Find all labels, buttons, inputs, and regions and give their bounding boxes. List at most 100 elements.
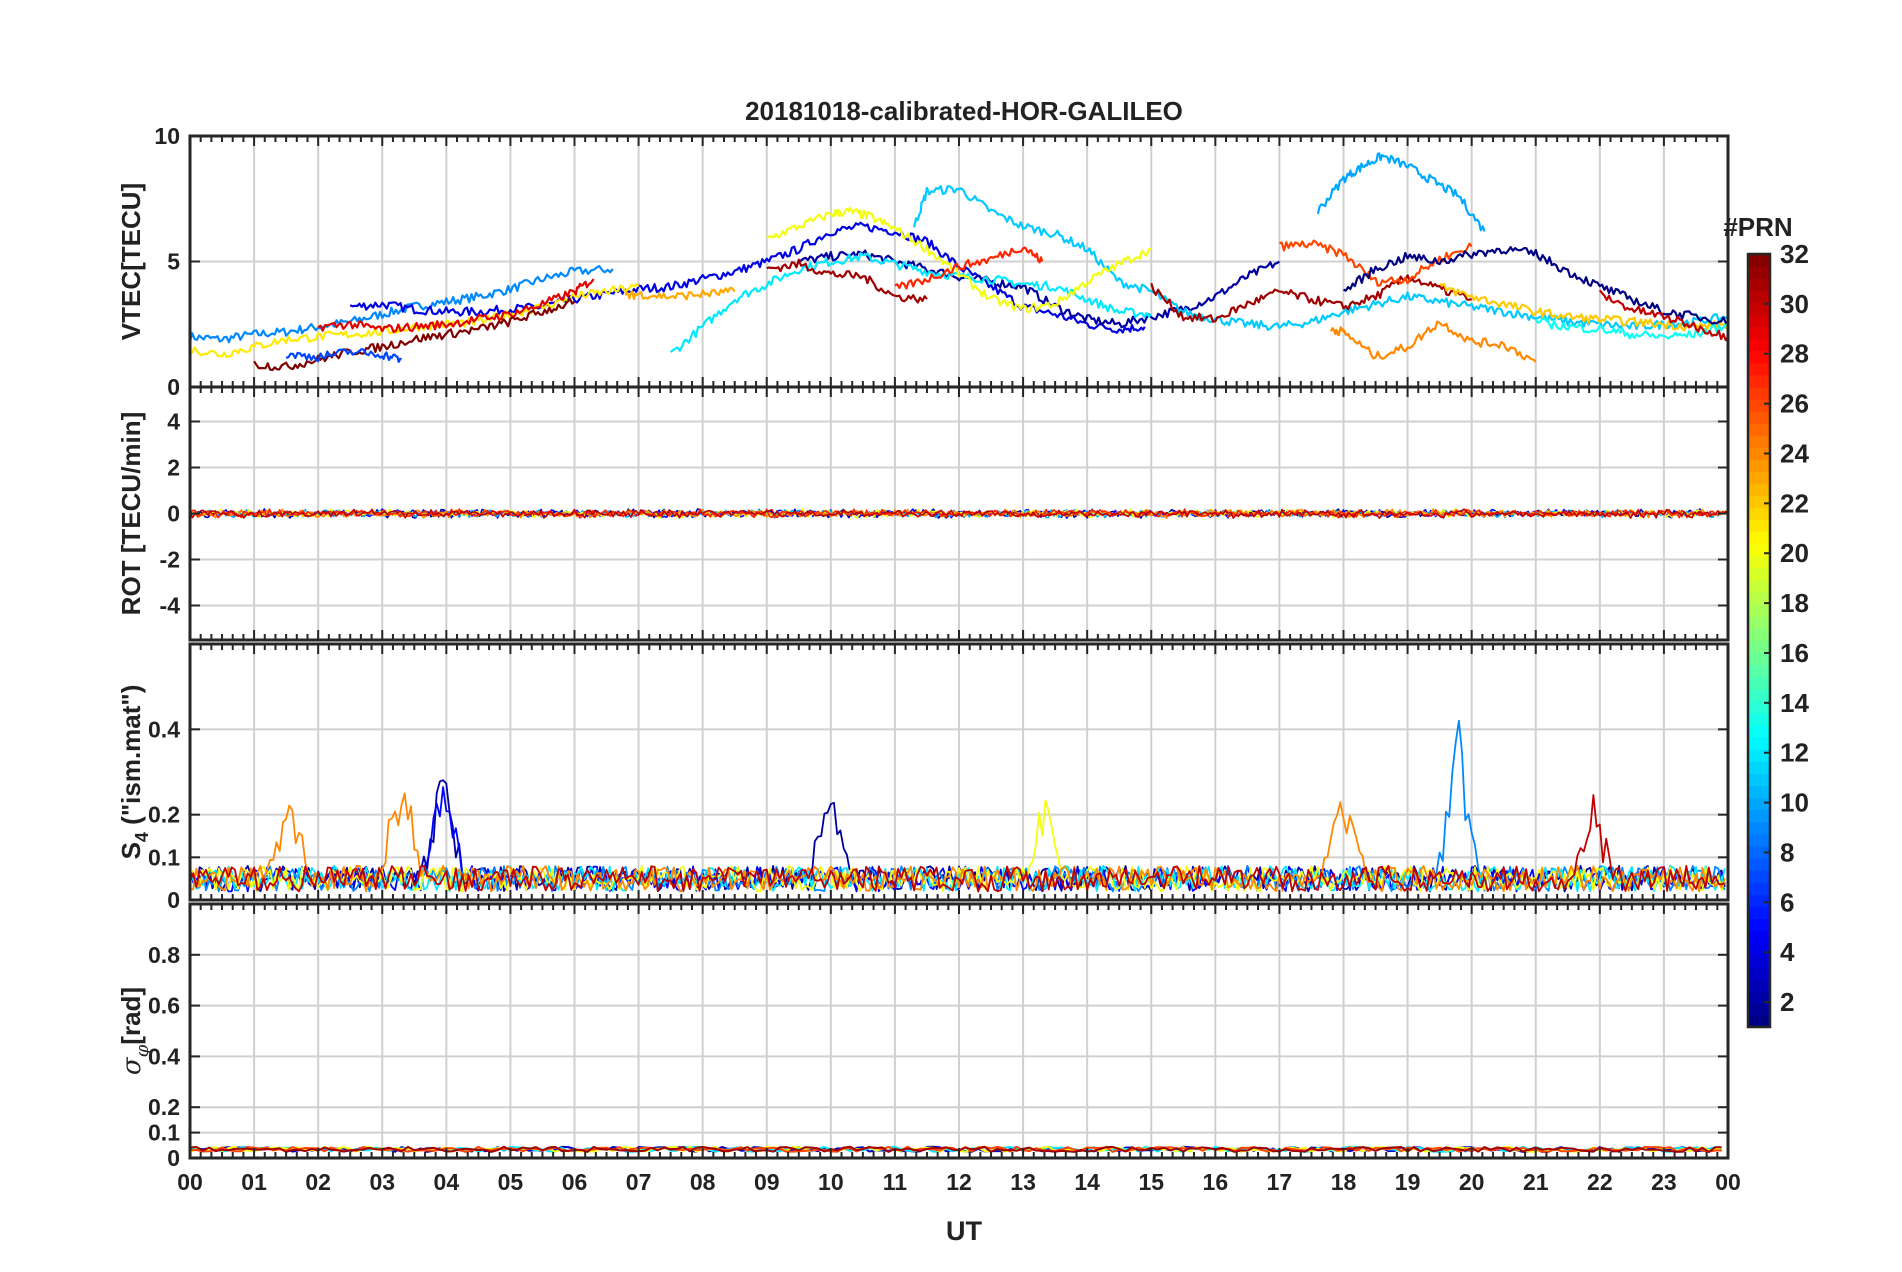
grid-vtec: [190, 136, 1728, 387]
colorbar-swatch: [1748, 809, 1770, 823]
series-prn-21: [190, 282, 640, 358]
colorbar-swatch: [1748, 749, 1770, 762]
colorbar-swatch: [1748, 254, 1770, 267]
ytick-label-vtec: 0: [167, 374, 180, 400]
ytick-label-s4: 0.2: [148, 802, 180, 828]
figure-title: 20181018-calibrated-HOR-GALILEO: [745, 96, 1183, 126]
colorbar-swatch: [1748, 423, 1770, 436]
colorbar-swatch: [1748, 688, 1770, 702]
colorbar-swatch: [1748, 833, 1770, 847]
y-axis-label-sigma: σφ[rad]: [116, 987, 153, 1075]
colorbar-swatch: [1748, 652, 1770, 666]
ylabel-part: S: [116, 842, 146, 859]
series-prn-20: [766, 206, 1152, 314]
colorbar-tick-label: 18: [1780, 588, 1809, 618]
xtick-label: 09: [754, 1169, 780, 1195]
xtick-label: 01: [241, 1169, 267, 1195]
colorbar-swatch: [1748, 459, 1770, 473]
xtick-label: 11: [883, 1169, 908, 1195]
xtick-label: 12: [946, 1169, 972, 1195]
colorbar-frame: [1746, 252, 1772, 1029]
ytick-label-rot: -2: [160, 547, 180, 573]
series-prn-30: [1598, 289, 1728, 342]
colorbar-swatch: [1748, 435, 1770, 448]
ytick-label-sigma: 0.1: [148, 1120, 180, 1146]
colorbar-swatch: [1748, 978, 1770, 992]
xtick-label: 02: [305, 1169, 331, 1195]
colorbar-tick-label: 32: [1780, 239, 1809, 269]
series-prn-30: [190, 508, 1728, 519]
colorbar-swatch: [1748, 568, 1770, 581]
xtick-label: 10: [818, 1169, 844, 1195]
panel-rot: -4 -2 0 2 4 ROT [TECU/min]: [116, 385, 1730, 642]
series-prn-9: [190, 264, 614, 344]
series-prn-24: [1329, 320, 1537, 363]
colorbar-tick-label: 24: [1780, 438, 1809, 468]
ytick-label-sigma: 0: [167, 1145, 180, 1171]
colorbar-swatch: [1748, 483, 1770, 497]
colorbar-swatch: [1748, 882, 1770, 895]
series-prn-1: [1343, 246, 1728, 325]
ytick-label-s4: 0.1: [148, 844, 180, 870]
colorbar-swatch: [1748, 471, 1770, 485]
xtick-label: 06: [562, 1169, 588, 1195]
colorbar-swatch: [1748, 543, 1770, 557]
xtick-label: 15: [1138, 1169, 1164, 1195]
data-rot: [190, 508, 1728, 519]
xtick-label: 03: [369, 1169, 395, 1195]
colorbar-label: #PRN: [1723, 212, 1792, 242]
xtick-label: 20: [1459, 1169, 1485, 1195]
ylabel-part: [rad]: [116, 987, 146, 1045]
series-prn-10: [1316, 152, 1486, 232]
y-axis-label-rot: ROT [TECU/min]: [116, 412, 146, 616]
series-prn-7: [285, 348, 402, 363]
colorbar-swatch: [1748, 845, 1770, 859]
colorbar-swatch: [1748, 773, 1770, 787]
colorbar-swatch: [1748, 314, 1770, 328]
colorbar-swatch: [1748, 326, 1770, 340]
colorbar-tick-label: 22: [1780, 488, 1809, 518]
colorbar-tick-label: 16: [1780, 638, 1809, 668]
ytick-label-sigma: 0.4: [148, 1043, 180, 1069]
grid-s4: [190, 644, 1728, 900]
xtick-label: 14: [1074, 1169, 1100, 1195]
xtick-label: 23: [1651, 1169, 1677, 1195]
colorbar-swatch: [1748, 398, 1770, 412]
colorbar-swatch: [1748, 1002, 1770, 1016]
colorbar-swatch: [1748, 966, 1770, 980]
series-prn-31: [766, 258, 928, 304]
data-sigma: [190, 1145, 1722, 1153]
colorbar-swatch: [1748, 797, 1770, 811]
colorbar-swatch: [1748, 857, 1770, 871]
colorbar-swatch: [1748, 894, 1770, 907]
ylabel-sub: 4: [132, 832, 152, 842]
ticks-sigma: [189, 904, 1729, 1159]
series-prn-32: [253, 297, 576, 372]
colorbar-tick-label: 2: [1780, 987, 1794, 1017]
colorbar-swatch: [1748, 519, 1770, 533]
colorbar-swatch: [1748, 821, 1770, 835]
colorbar-swatch: [1748, 918, 1770, 931]
colorbar-swatch: [1748, 350, 1770, 364]
colorbar-swatch: [1748, 761, 1770, 774]
colorbar-swatch: [1748, 676, 1770, 690]
colorbar-swatch: [1748, 664, 1770, 678]
series-prn-31: [1150, 274, 1472, 323]
series-prn-27: [894, 246, 1044, 290]
xtick-label: 07: [626, 1169, 652, 1195]
colorbar-swatch: [1748, 1014, 1770, 1028]
series-prn-22: [1439, 282, 1728, 332]
ylabel-part: σ: [117, 1056, 147, 1075]
ticks-rot: [189, 387, 1729, 640]
series-prn-30: [190, 794, 1726, 893]
colorbar-tick-label: 8: [1780, 837, 1794, 867]
ytick-label-sigma: 0.6: [148, 993, 180, 1019]
series-prn-23: [624, 286, 736, 301]
ticks-vtec: [189, 135, 1729, 388]
series-prn-31: [190, 1145, 1722, 1153]
colorbar-swatch: [1748, 930, 1770, 944]
xtick-label: 18: [1331, 1169, 1357, 1195]
colorbar-tick-label: 28: [1780, 339, 1809, 369]
